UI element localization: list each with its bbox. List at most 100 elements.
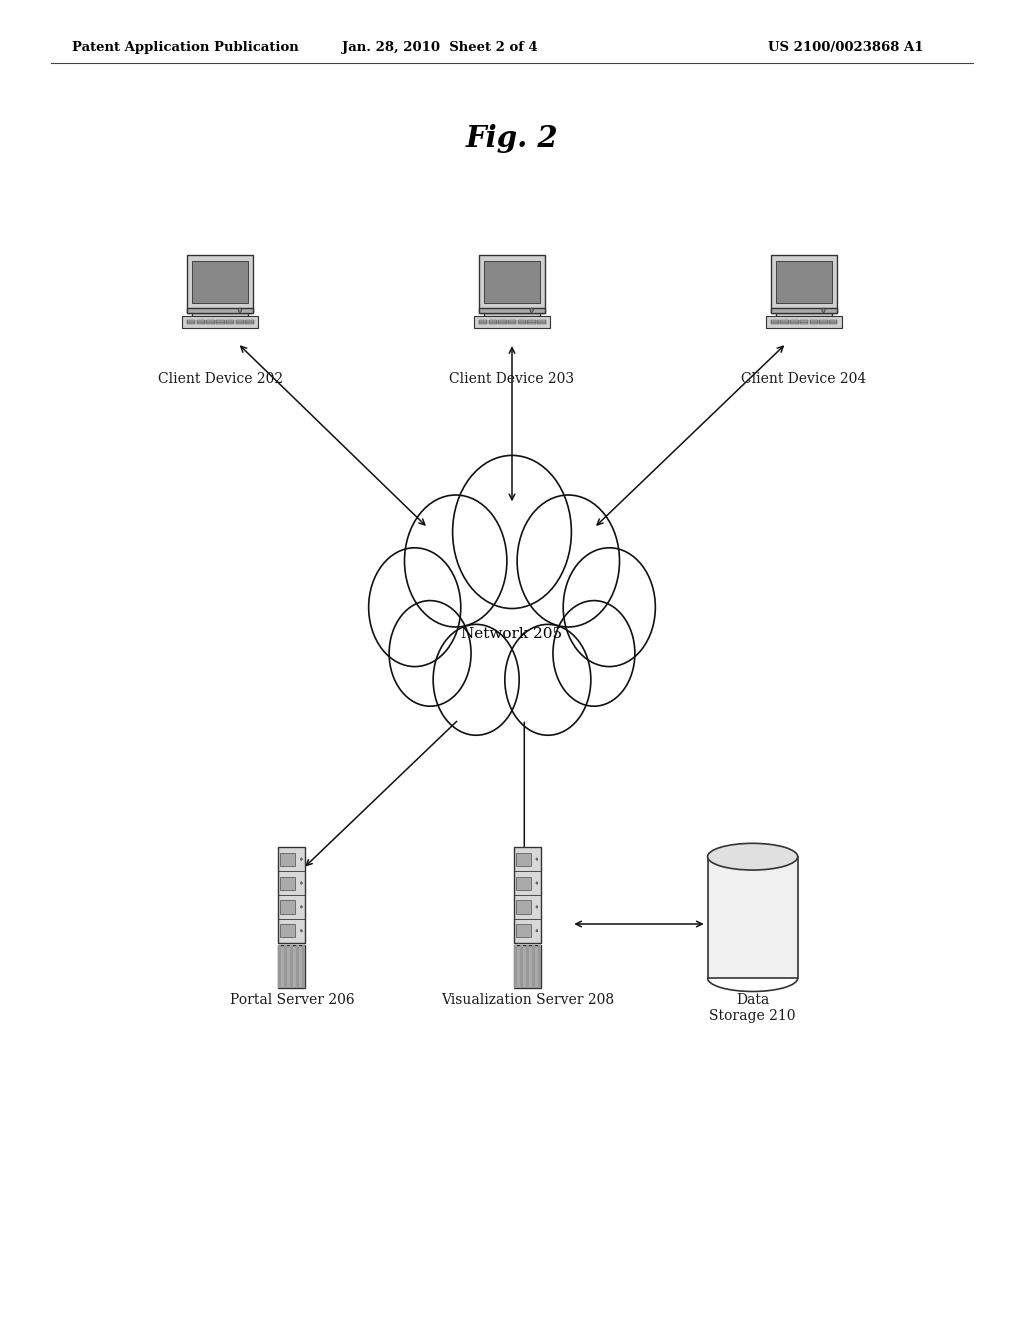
Bar bbox=[197, 319, 205, 322]
Bar bbox=[538, 322, 546, 323]
Circle shape bbox=[300, 906, 302, 908]
Circle shape bbox=[553, 601, 635, 706]
Circle shape bbox=[517, 495, 620, 627]
Circle shape bbox=[453, 455, 571, 609]
Bar bbox=[514, 945, 541, 987]
Bar bbox=[296, 945, 299, 987]
Bar bbox=[187, 255, 253, 313]
Bar bbox=[508, 319, 516, 322]
Bar bbox=[484, 313, 540, 318]
Bar bbox=[514, 847, 541, 942]
Bar bbox=[499, 322, 507, 323]
Bar bbox=[516, 900, 530, 913]
Bar bbox=[226, 319, 234, 322]
Circle shape bbox=[530, 308, 534, 313]
Bar bbox=[810, 322, 818, 323]
Text: Client Device 203: Client Device 203 bbox=[450, 372, 574, 387]
Bar bbox=[281, 900, 295, 913]
Bar bbox=[187, 322, 196, 323]
Bar bbox=[479, 308, 545, 313]
Bar bbox=[780, 319, 788, 322]
Bar bbox=[829, 322, 838, 323]
Bar bbox=[216, 319, 224, 322]
Bar bbox=[193, 313, 248, 318]
Bar bbox=[780, 322, 788, 323]
Bar bbox=[291, 945, 293, 987]
Circle shape bbox=[536, 858, 538, 861]
Text: Patent Application Publication: Patent Application Publication bbox=[72, 41, 298, 54]
Bar bbox=[708, 857, 798, 978]
Bar bbox=[285, 945, 288, 987]
Circle shape bbox=[369, 548, 461, 667]
Circle shape bbox=[239, 308, 242, 313]
Bar bbox=[479, 322, 487, 323]
Text: US 2100/0023868 A1: US 2100/0023868 A1 bbox=[768, 41, 924, 54]
Circle shape bbox=[300, 929, 302, 932]
Bar bbox=[771, 308, 837, 313]
Bar bbox=[514, 945, 517, 987]
Bar bbox=[527, 322, 536, 323]
FancyBboxPatch shape bbox=[766, 315, 842, 329]
Bar bbox=[479, 255, 545, 313]
Bar bbox=[279, 945, 305, 987]
Bar bbox=[819, 322, 827, 323]
Circle shape bbox=[435, 528, 589, 726]
FancyBboxPatch shape bbox=[182, 315, 258, 329]
Bar bbox=[246, 319, 254, 322]
Bar bbox=[281, 853, 295, 866]
Bar bbox=[531, 945, 535, 987]
Bar bbox=[499, 319, 507, 322]
Bar bbox=[771, 319, 779, 322]
Circle shape bbox=[433, 624, 519, 735]
Circle shape bbox=[505, 624, 591, 735]
Bar bbox=[488, 322, 497, 323]
Bar bbox=[236, 319, 244, 322]
Text: Visualization Server 208: Visualization Server 208 bbox=[440, 993, 614, 1007]
Bar bbox=[302, 945, 305, 987]
Bar bbox=[193, 261, 248, 304]
Circle shape bbox=[536, 882, 538, 884]
Bar bbox=[538, 319, 546, 322]
Bar bbox=[281, 924, 295, 937]
Bar bbox=[197, 322, 205, 323]
Text: Jan. 28, 2010  Sheet 2 of 4: Jan. 28, 2010 Sheet 2 of 4 bbox=[342, 41, 539, 54]
Bar bbox=[187, 319, 196, 322]
Bar bbox=[800, 319, 808, 322]
Bar bbox=[236, 322, 244, 323]
Bar bbox=[791, 319, 799, 322]
Bar bbox=[526, 945, 528, 987]
Bar bbox=[508, 322, 516, 323]
Bar bbox=[246, 322, 254, 323]
Bar bbox=[829, 319, 838, 322]
Text: Network 205: Network 205 bbox=[462, 627, 562, 640]
Bar bbox=[518, 322, 526, 323]
Circle shape bbox=[389, 601, 471, 706]
Bar bbox=[771, 322, 779, 323]
Circle shape bbox=[563, 548, 655, 667]
Bar bbox=[776, 261, 831, 304]
Bar bbox=[810, 319, 818, 322]
Bar bbox=[516, 924, 530, 937]
Bar bbox=[538, 945, 541, 987]
Circle shape bbox=[536, 929, 538, 932]
Bar bbox=[819, 319, 827, 322]
Bar bbox=[518, 319, 526, 322]
Bar bbox=[800, 322, 808, 323]
Text: Data
Storage 210: Data Storage 210 bbox=[710, 993, 796, 1023]
Text: Client Device 202: Client Device 202 bbox=[158, 372, 283, 387]
Circle shape bbox=[404, 495, 507, 627]
Bar bbox=[771, 255, 837, 313]
Text: Fig. 2: Fig. 2 bbox=[466, 124, 558, 153]
Bar bbox=[207, 322, 215, 323]
Bar bbox=[488, 319, 497, 322]
Bar bbox=[216, 322, 224, 323]
Bar bbox=[279, 847, 305, 942]
Bar bbox=[484, 261, 540, 304]
Bar bbox=[207, 319, 215, 322]
Bar bbox=[279, 945, 282, 987]
FancyBboxPatch shape bbox=[474, 315, 550, 329]
Bar bbox=[791, 322, 799, 323]
Bar bbox=[281, 876, 295, 890]
Bar bbox=[520, 945, 523, 987]
Circle shape bbox=[536, 906, 538, 908]
